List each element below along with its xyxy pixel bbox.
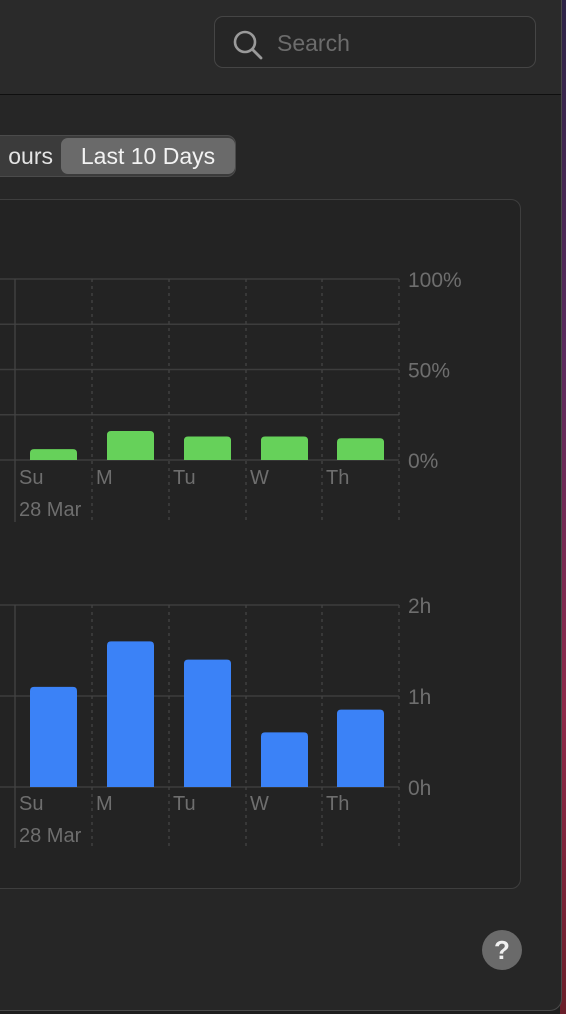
help-button[interactable]: ? bbox=[482, 930, 522, 970]
search-field[interactable] bbox=[214, 16, 536, 68]
search-input[interactable] bbox=[275, 27, 529, 59]
charts-panel bbox=[0, 199, 521, 889]
desktop-background bbox=[560, 0, 566, 1014]
search-icon bbox=[233, 30, 263, 60]
toolbar bbox=[0, 0, 561, 95]
tab-last-10-days[interactable]: Last 10 Days bbox=[61, 138, 235, 174]
tab-last-24-hours[interactable]: ours bbox=[8, 143, 53, 169]
range-segmented-control: ours Last 10 Days bbox=[0, 135, 236, 177]
